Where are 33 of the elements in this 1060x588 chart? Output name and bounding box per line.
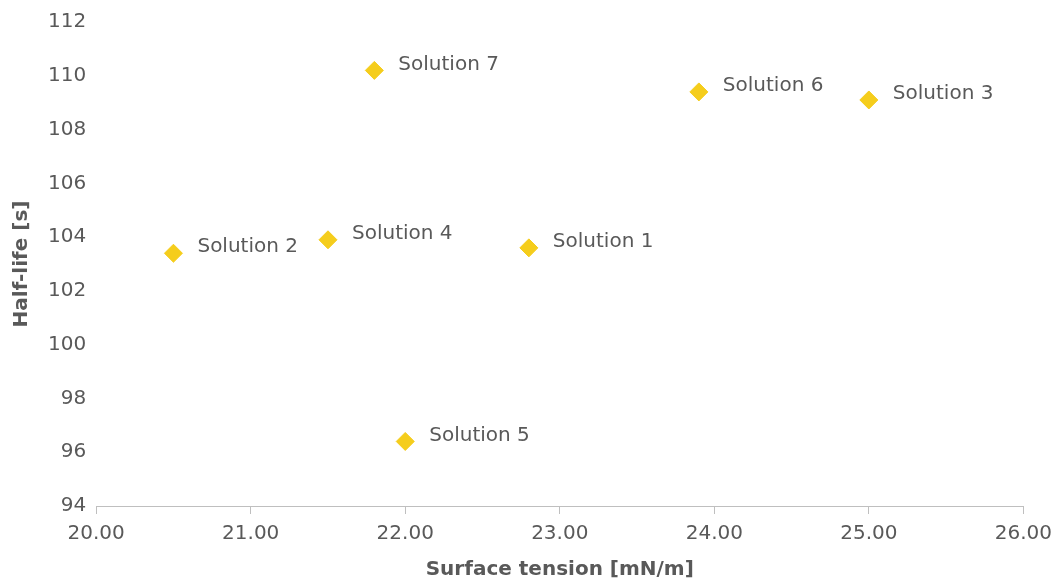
y-tick-label: 100 xyxy=(47,330,87,355)
y-axis-title: Half-life [s] xyxy=(8,200,33,328)
annotation: Solution 4 xyxy=(351,220,453,244)
x-axis-title: Surface tension [mN/m] xyxy=(425,556,694,581)
annotation: Solution 1 xyxy=(552,228,654,253)
x-tick-label: 23.00 xyxy=(531,520,589,545)
point xyxy=(395,431,415,451)
y-tick-label: 96 xyxy=(60,438,87,463)
x-tick-label: 20.00 xyxy=(67,520,125,545)
y-tick-label: 104 xyxy=(47,223,87,248)
annotation: Solution 2 xyxy=(197,233,298,258)
y-tick-label: 108 xyxy=(47,115,87,140)
x-tick-label: 21.00 xyxy=(222,520,280,545)
annotation: Solution 6 xyxy=(722,72,824,97)
x-tick-label: 26.00 xyxy=(994,520,1052,545)
annotation: Solution 7 xyxy=(398,50,499,75)
point xyxy=(364,60,384,80)
x-tick-label: 25.00 xyxy=(840,520,898,545)
y-tick-label: 106 xyxy=(47,169,87,194)
point xyxy=(689,82,709,102)
point xyxy=(519,238,539,258)
point xyxy=(318,230,338,250)
y-tick-label: 98 xyxy=(60,384,87,409)
annotation: Solution 5 xyxy=(429,421,530,446)
y-tick-label: 110 xyxy=(47,61,87,86)
x-tick-label: 22.00 xyxy=(376,520,434,545)
y-tick-label: 94 xyxy=(60,492,87,517)
point xyxy=(859,90,879,110)
y-tick-label: 102 xyxy=(47,277,87,302)
point xyxy=(163,243,183,263)
y-tick-label: 112 xyxy=(47,8,87,33)
x-tick-label: 24.00 xyxy=(685,520,743,545)
annotation: Solution 3 xyxy=(892,80,994,105)
